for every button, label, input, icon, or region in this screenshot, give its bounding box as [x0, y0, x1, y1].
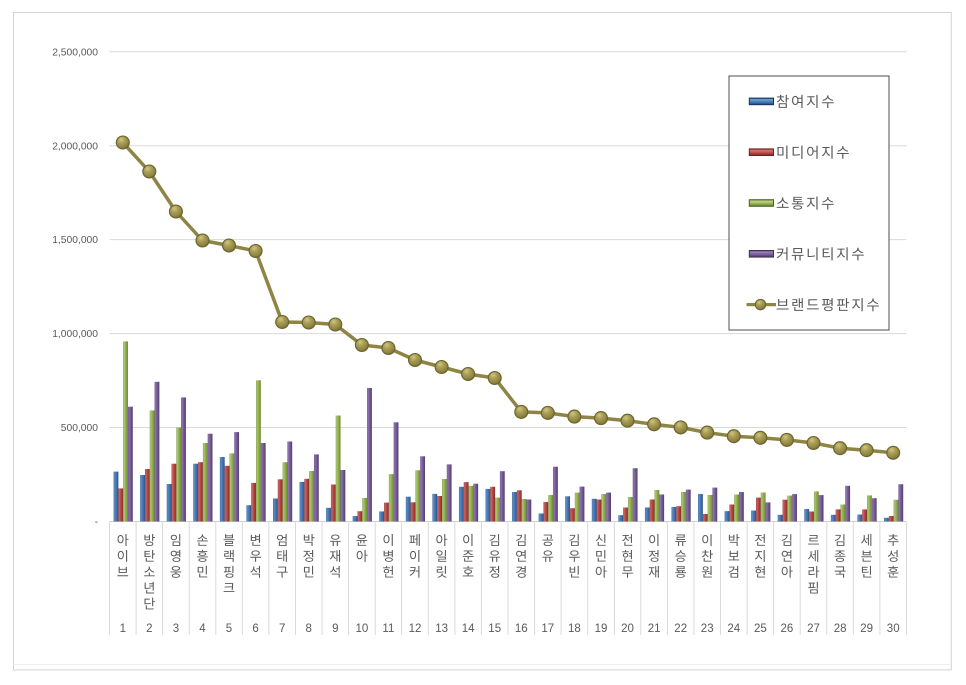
svg-text:3: 3 [173, 623, 179, 635]
svg-text:18: 18 [568, 623, 581, 635]
svg-text:29: 29 [860, 623, 873, 635]
svg-text:2,000,000: 2,000,000 [52, 141, 98, 152]
svg-text:15: 15 [488, 623, 501, 635]
svg-text:500,000: 500,000 [61, 423, 98, 434]
svg-text:12: 12 [409, 623, 422, 635]
svg-text:30: 30 [887, 623, 900, 635]
svg-text:2,500,000: 2,500,000 [52, 47, 98, 58]
svg-text:19: 19 [595, 623, 608, 635]
svg-text:17: 17 [541, 623, 554, 635]
svg-text:-: - [95, 517, 98, 528]
svg-text:25: 25 [754, 623, 767, 635]
svg-text:4: 4 [199, 623, 206, 635]
svg-text:28: 28 [834, 623, 847, 635]
svg-text:24: 24 [727, 623, 740, 635]
svg-text:7: 7 [279, 623, 285, 635]
svg-text:23: 23 [701, 623, 714, 635]
svg-text:10: 10 [356, 623, 369, 635]
svg-text:16: 16 [515, 623, 528, 635]
svg-text:22: 22 [674, 623, 687, 635]
svg-text:2: 2 [146, 623, 152, 635]
svg-text:11: 11 [382, 623, 394, 635]
svg-text:21: 21 [648, 623, 661, 635]
svg-text:6: 6 [252, 623, 258, 635]
svg-text:27: 27 [807, 623, 820, 635]
svg-text:14: 14 [462, 623, 475, 635]
svg-text:5: 5 [226, 623, 232, 635]
svg-text:1,500,000: 1,500,000 [52, 235, 98, 246]
svg-text:1: 1 [120, 623, 126, 635]
svg-text:26: 26 [781, 623, 794, 635]
svg-text:13: 13 [435, 623, 448, 635]
svg-text:1,000,000: 1,000,000 [52, 329, 98, 340]
svg-text:8: 8 [305, 623, 311, 635]
svg-text:20: 20 [621, 623, 634, 635]
svg-text:9: 9 [332, 623, 338, 635]
